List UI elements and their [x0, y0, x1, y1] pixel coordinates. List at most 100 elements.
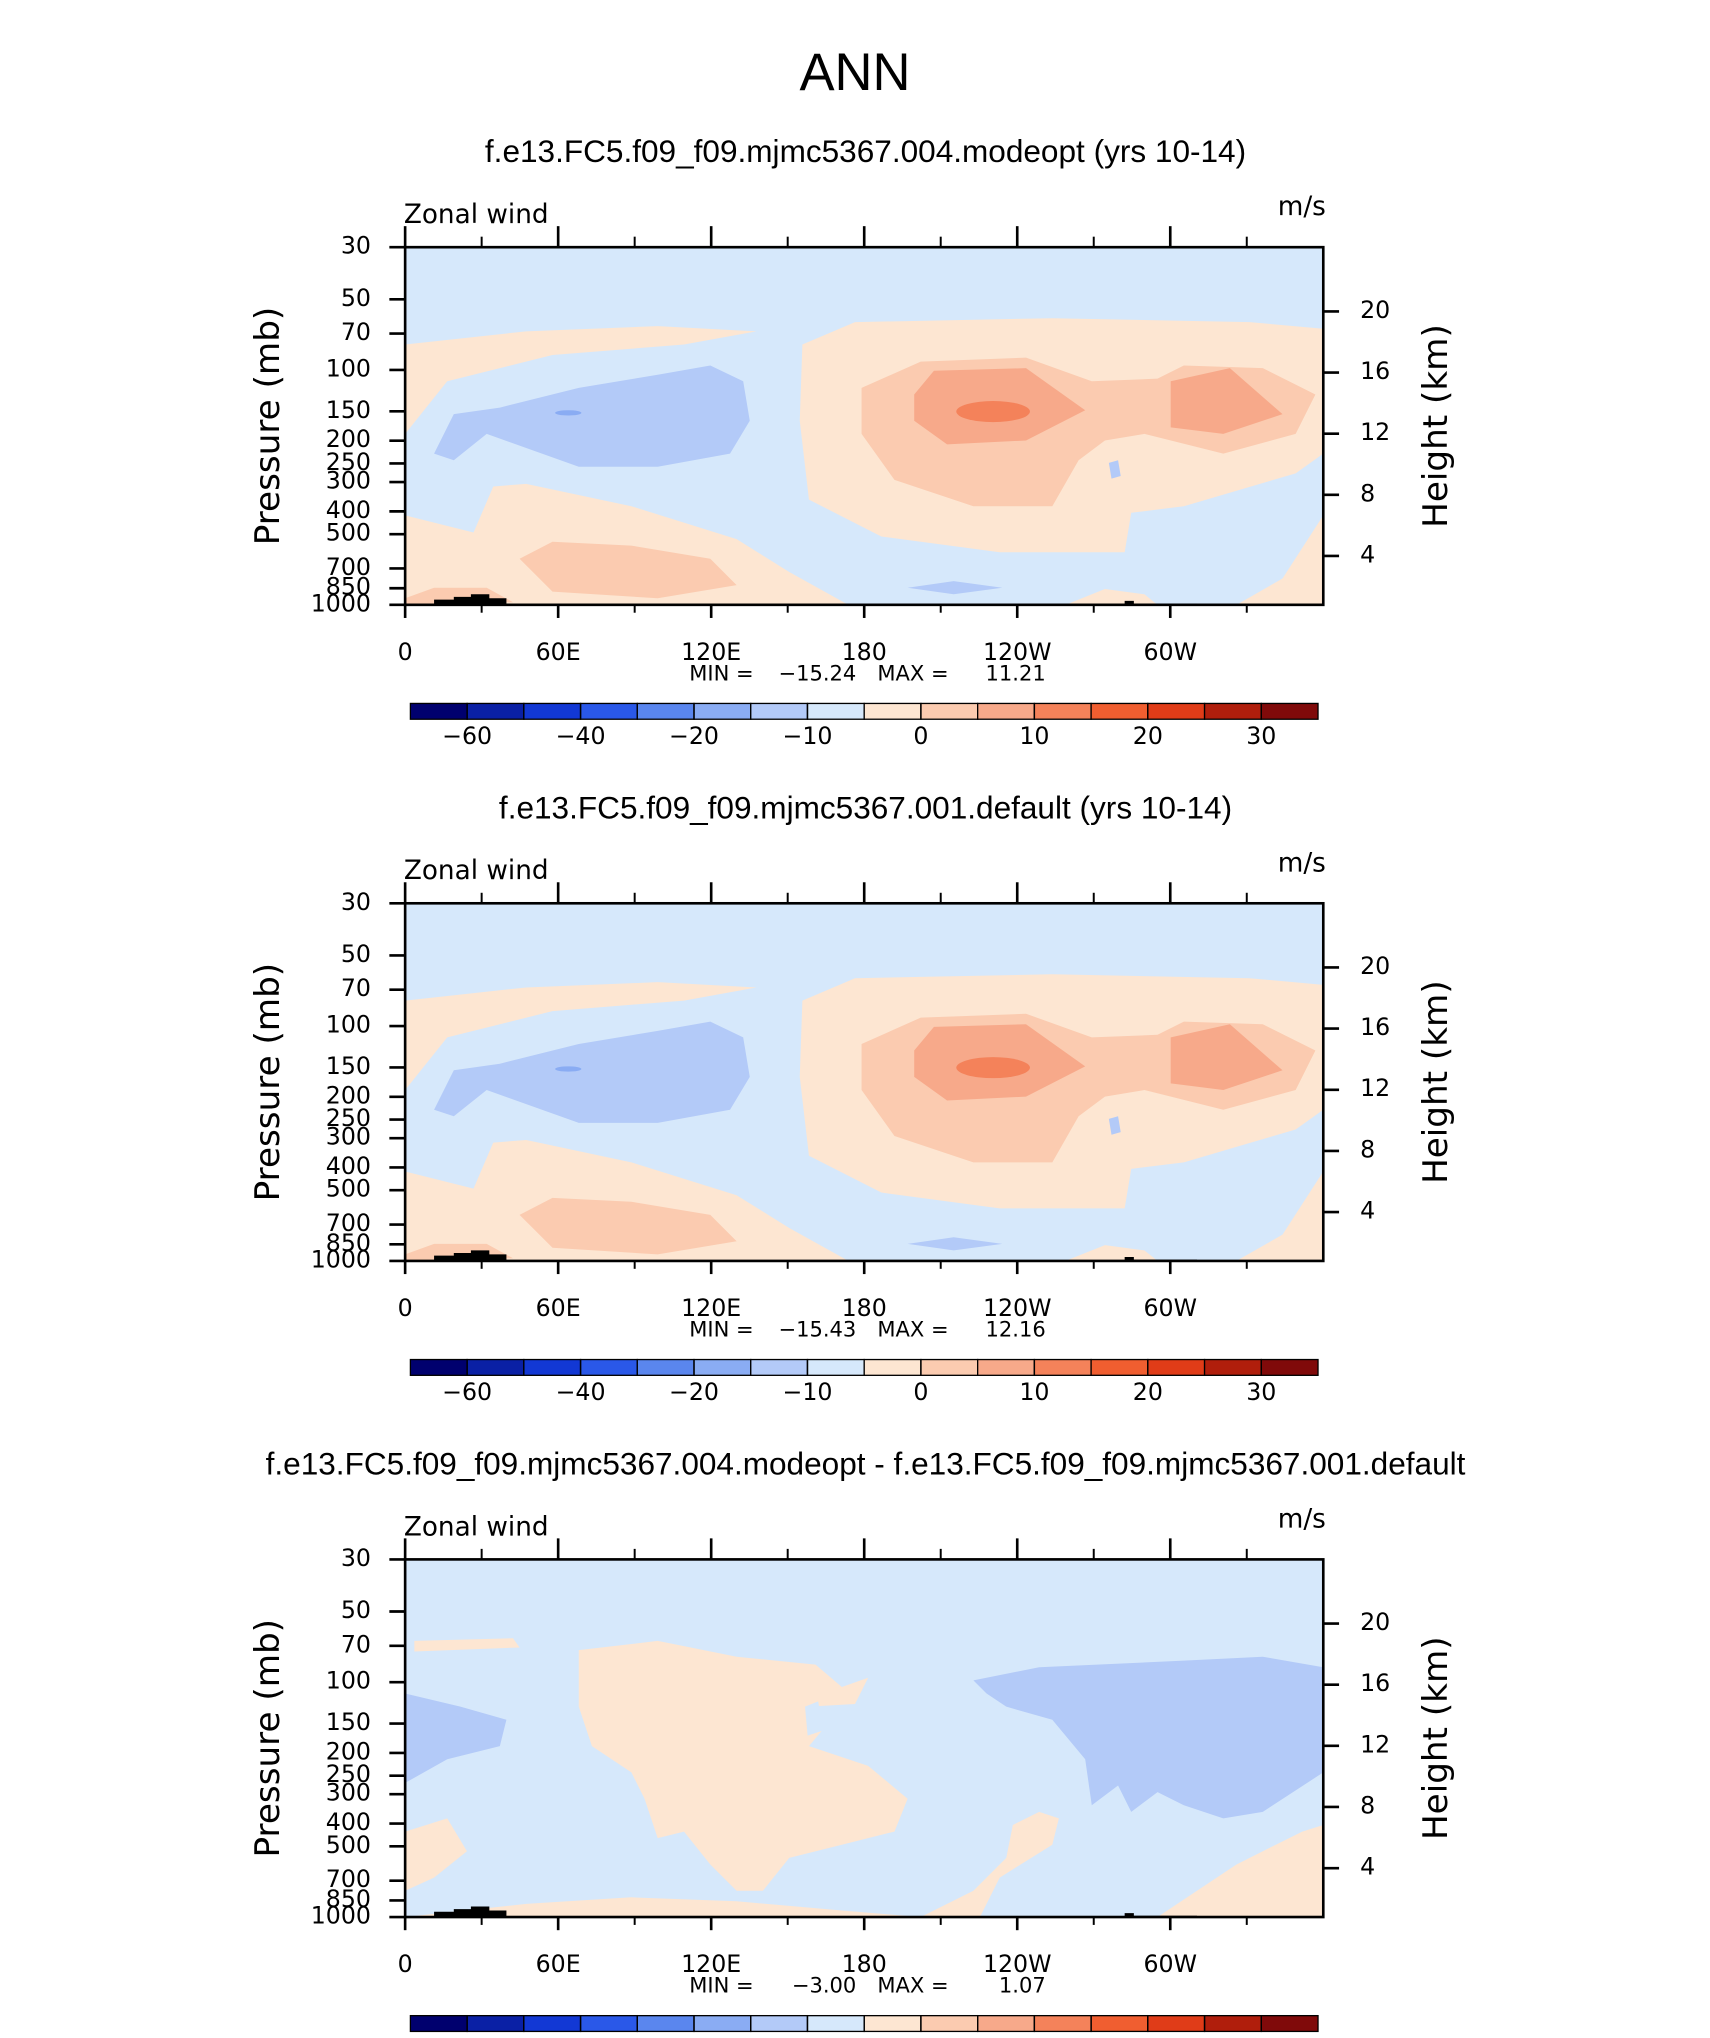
max-value: 11.21 [985, 661, 1045, 686]
left-label: Zonal wind [404, 856, 549, 886]
colorbar-box [636, 2014, 695, 2033]
min-text: MIN = [689, 1317, 753, 1342]
x-tick-label: 120W [983, 1950, 1052, 1978]
colorbar-box [466, 1358, 525, 1376]
y2-tick-label: 16 [1360, 1013, 1390, 1041]
x-tick-label: 120E [681, 1294, 741, 1322]
topography [434, 1250, 507, 1261]
y-tick-label: 30 [341, 888, 371, 916]
colorbar-box [579, 1358, 638, 1376]
colorbar-label: 12 [1133, 2034, 1163, 2038]
colorbar-box [409, 702, 468, 720]
y-tick-label: 300 [326, 1779, 371, 1807]
y2-tick-label: 20 [1360, 296, 1390, 324]
colorbar-box [409, 1358, 468, 1376]
panel-title: f.e13.FC5.f09_f09.mjmc5367.001.default (… [499, 789, 1232, 825]
colorbar-box [1147, 2014, 1206, 2033]
colorbar-label: −60 [442, 1378, 492, 1406]
x-tick-label: 60W [1143, 1294, 1197, 1322]
y-tick-label: 50 [341, 1596, 371, 1624]
colorbar-label: −60 [442, 722, 492, 750]
x-tick-label: 0 [398, 1950, 413, 1978]
colorbar-box [1033, 2014, 1092, 2033]
colorbar-box [1260, 702, 1319, 720]
colorbar-box [466, 702, 525, 720]
colorbar-label: 6 [1027, 2034, 1042, 2038]
y-tick-label: 30 [341, 1544, 371, 1572]
y-tick-label: 500 [326, 1175, 371, 1203]
y-tick-label: 250 [326, 1760, 371, 1788]
min-value: −3.00 [792, 1973, 856, 1998]
contour-fill [1157, 1824, 1324, 1918]
colorbar-label: −18 [442, 2034, 492, 2038]
contour-fill [578, 1640, 908, 1891]
contour-fill [434, 365, 750, 467]
contour-fill [1236, 515, 1324, 605]
contour-fill [519, 1197, 737, 1255]
x-tick-label: 60E [536, 638, 581, 666]
panel-title: f.e13.FC5.f09_f09.mjmc5367.004.modeopt (… [485, 133, 1246, 169]
contour-fill [405, 1693, 507, 1783]
colorbar-label: −1 [790, 2034, 825, 2038]
contour-fill [907, 1237, 1003, 1251]
y2-axis-label: Height (km) [1416, 1636, 1456, 1840]
y-tick-label: 1000 [311, 589, 371, 617]
left-label: Zonal wind [404, 200, 549, 230]
colorbar-box [1033, 702, 1092, 720]
y2-tick-label: 16 [1360, 1669, 1390, 1697]
colorbar-label: −3 [733, 2034, 768, 2038]
y-tick-label: 700 [326, 553, 371, 581]
contour-fill [405, 483, 849, 605]
colorbar-label: 20 [1133, 1378, 1163, 1406]
x-tick-label: 60E [536, 1294, 581, 1322]
colorbar-box [1147, 702, 1206, 720]
colorbar-box [977, 1358, 1036, 1376]
x-tick-label: 0 [398, 638, 413, 666]
colorbar-box [920, 2014, 979, 2033]
colorbar-box [636, 702, 695, 720]
colorbar-box [636, 1358, 695, 1376]
colorbar-label: −15 [499, 2034, 549, 2038]
colorbar-label: 0 [857, 2034, 872, 2038]
y2-tick-label: 16 [1360, 357, 1390, 385]
y2-tick-label: 4 [1360, 540, 1375, 568]
y-tick-label: 150 [326, 1708, 371, 1736]
y-tick-label: 50 [341, 284, 371, 312]
y2-tick-label: 20 [1360, 952, 1390, 980]
contour-fill [519, 541, 737, 599]
colorbar-box [1090, 2014, 1149, 2033]
y-tick-label: 850 [326, 1885, 371, 1913]
y-tick-label: 250 [326, 448, 371, 476]
contour-fill [1170, 1024, 1283, 1091]
y2-tick-label: 20 [1360, 1608, 1390, 1636]
topography [434, 1906, 507, 1918]
colorbar-box [806, 702, 865, 720]
contour-fill [555, 1066, 582, 1072]
x-tick-label: 0 [398, 1294, 413, 1322]
y2-tick-label: 8 [1360, 479, 1375, 507]
colorbar-box [1260, 2014, 1319, 2033]
y-tick-label: 300 [326, 1123, 371, 1151]
contour-fill [907, 581, 1003, 595]
colorbar-box [977, 2014, 1036, 2033]
panel-title: f.e13.FC5.f09_f09.mjmc5367.004.modeopt -… [266, 1445, 1466, 1481]
contour-fill [973, 1656, 1324, 1819]
colorbar-label: −20 [669, 722, 719, 750]
colorbar-box [920, 702, 979, 720]
colorbar-box [1090, 1358, 1149, 1376]
right-label: m/s [1278, 848, 1326, 878]
colorbar-box [1203, 702, 1262, 720]
colorbar-label: −20 [669, 1378, 719, 1406]
panel: f.e13.FC5.f09_f09.mjmc5367.004.modeopt -… [248, 1445, 1465, 2038]
colorbar-box [1203, 1358, 1262, 1376]
min-text: MIN = [689, 661, 753, 686]
figure-title: ANN [799, 43, 910, 102]
contour-fill [956, 401, 1030, 423]
colorbar-box [579, 2014, 638, 2033]
max-text: MAX = [877, 661, 948, 686]
y-tick-label: 100 [326, 1667, 371, 1695]
contour-fill [434, 1021, 750, 1123]
contour-fill [920, 1811, 1059, 1918]
y-tick-label: 250 [326, 1104, 371, 1132]
